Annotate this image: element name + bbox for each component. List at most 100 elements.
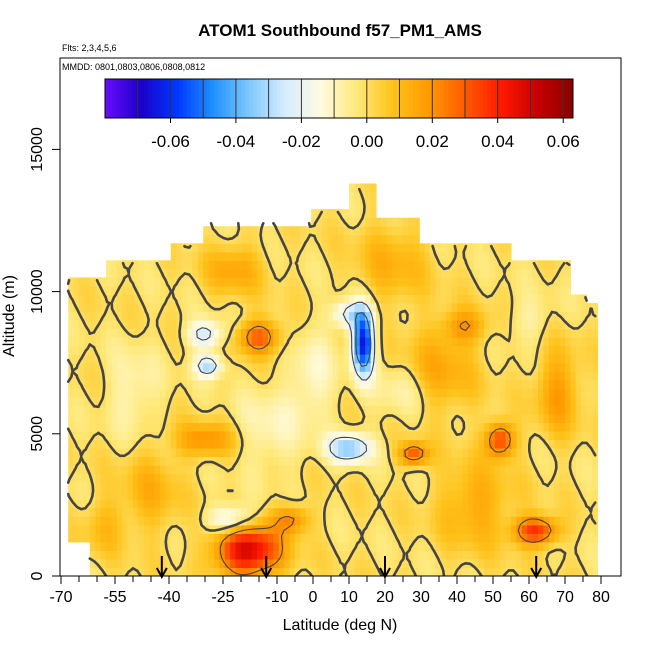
heatmap-cell bbox=[208, 294, 215, 304]
colorbar-segment bbox=[225, 79, 231, 118]
heatmap-cell bbox=[251, 439, 258, 449]
heatmap-cell bbox=[376, 482, 382, 492]
heatmap-cell bbox=[219, 558, 226, 568]
heatmap-cell bbox=[365, 413, 372, 423]
heatmap-cell bbox=[278, 362, 285, 372]
heatmap-cell bbox=[419, 285, 426, 295]
heatmap-cell bbox=[246, 277, 253, 287]
heatmap-cell bbox=[435, 294, 442, 304]
heatmap-cell bbox=[494, 431, 501, 441]
heatmap-cell bbox=[84, 533, 91, 543]
heatmap-cell bbox=[592, 524, 598, 534]
heatmap-cell bbox=[300, 285, 307, 295]
heatmap-cell bbox=[570, 422, 577, 432]
colorbar-tick-label: -0.04 bbox=[217, 132, 256, 151]
heatmap-cell bbox=[516, 490, 523, 500]
heatmap-cell bbox=[154, 541, 161, 551]
heatmap-cell bbox=[116, 396, 123, 406]
heatmap-cell bbox=[111, 558, 118, 568]
heatmap-cell bbox=[89, 422, 96, 432]
heatmap-cell bbox=[208, 277, 215, 287]
heatmap-cell bbox=[235, 268, 242, 278]
heatmap-cell bbox=[316, 379, 323, 389]
heatmap-cell bbox=[106, 473, 112, 483]
heatmap-cell bbox=[500, 473, 507, 483]
heatmap-cell bbox=[332, 311, 339, 321]
heatmap-cell bbox=[586, 362, 593, 372]
flight-arrow-head bbox=[260, 567, 273, 580]
heatmap-cell bbox=[343, 422, 350, 432]
heatmap-cell bbox=[365, 200, 372, 210]
heatmap-cell bbox=[521, 345, 528, 355]
heatmap-cell bbox=[251, 482, 258, 492]
heatmap-cell bbox=[268, 516, 274, 526]
heatmap-cell bbox=[581, 550, 588, 560]
heatmap-cell bbox=[575, 516, 582, 526]
heatmap-cell bbox=[359, 550, 366, 560]
heatmap-cell bbox=[570, 431, 577, 441]
heatmap-cell bbox=[457, 448, 463, 458]
heatmap-cell bbox=[548, 337, 555, 347]
heatmap-cell bbox=[532, 541, 539, 551]
heatmap-cell bbox=[197, 456, 204, 466]
heatmap-cell bbox=[473, 396, 480, 406]
heatmap-cell bbox=[133, 345, 139, 355]
heatmap-cell bbox=[143, 465, 150, 475]
heatmap-cell bbox=[392, 277, 399, 287]
heatmap-cell bbox=[527, 354, 534, 364]
heatmap-cell bbox=[376, 490, 382, 500]
heatmap-cell bbox=[219, 226, 226, 236]
heatmap-cell bbox=[575, 507, 582, 517]
heatmap-cell bbox=[408, 456, 415, 466]
heatmap-cell bbox=[235, 320, 242, 330]
colorbar-segment bbox=[245, 79, 250, 118]
heatmap-cell bbox=[457, 251, 463, 261]
heatmap-cell bbox=[419, 473, 426, 483]
heatmap-cell bbox=[397, 320, 404, 330]
heatmap-cell bbox=[473, 354, 480, 364]
heatmap-cell bbox=[370, 251, 377, 261]
heatmap-cell bbox=[332, 533, 339, 543]
heatmap-cell bbox=[365, 234, 372, 244]
heatmap-cell bbox=[592, 507, 598, 517]
heatmap-cell bbox=[592, 354, 598, 364]
heatmap-cell bbox=[365, 388, 372, 398]
heatmap-cell bbox=[138, 371, 145, 381]
heatmap-cell bbox=[187, 379, 193, 389]
heatmap-cell bbox=[224, 320, 231, 330]
heatmap-cell bbox=[246, 345, 253, 355]
heatmap-cell bbox=[592, 396, 598, 406]
heatmap-cell bbox=[343, 294, 350, 304]
heatmap-cell bbox=[365, 516, 372, 526]
heatmap-cell bbox=[203, 482, 210, 492]
heatmap-cell bbox=[73, 354, 80, 364]
heatmap-cell bbox=[435, 558, 442, 568]
heatmap-cell bbox=[251, 533, 258, 543]
heatmap-cell bbox=[289, 516, 296, 526]
heatmap-cell bbox=[219, 490, 226, 500]
heatmap-cell bbox=[143, 345, 150, 355]
heatmap-cell bbox=[338, 311, 345, 321]
heatmap-cell bbox=[473, 558, 480, 568]
heatmap-cell bbox=[127, 413, 134, 423]
heatmap-cell bbox=[349, 226, 355, 236]
heatmap-cell bbox=[192, 371, 199, 381]
heatmap-cell bbox=[122, 422, 129, 432]
heatmap-cell bbox=[278, 507, 285, 517]
heatmap-cell bbox=[251, 422, 258, 432]
heatmap-cell bbox=[284, 354, 291, 364]
heatmap-cell bbox=[548, 490, 555, 500]
heatmap-cell bbox=[170, 277, 177, 287]
heatmap-cell bbox=[548, 345, 555, 355]
heatmap-cell bbox=[181, 413, 188, 423]
heatmap-cell bbox=[170, 413, 177, 423]
heatmap-cell bbox=[554, 490, 561, 500]
heatmap-cell bbox=[592, 465, 598, 475]
heatmap-cell bbox=[192, 294, 199, 304]
heatmap-cell bbox=[392, 473, 399, 483]
heatmap-cell bbox=[187, 490, 193, 500]
heatmap-cell bbox=[554, 524, 561, 534]
heatmap-cell bbox=[241, 431, 247, 441]
heatmap-cell bbox=[230, 294, 237, 304]
heatmap-cell bbox=[295, 439, 301, 449]
